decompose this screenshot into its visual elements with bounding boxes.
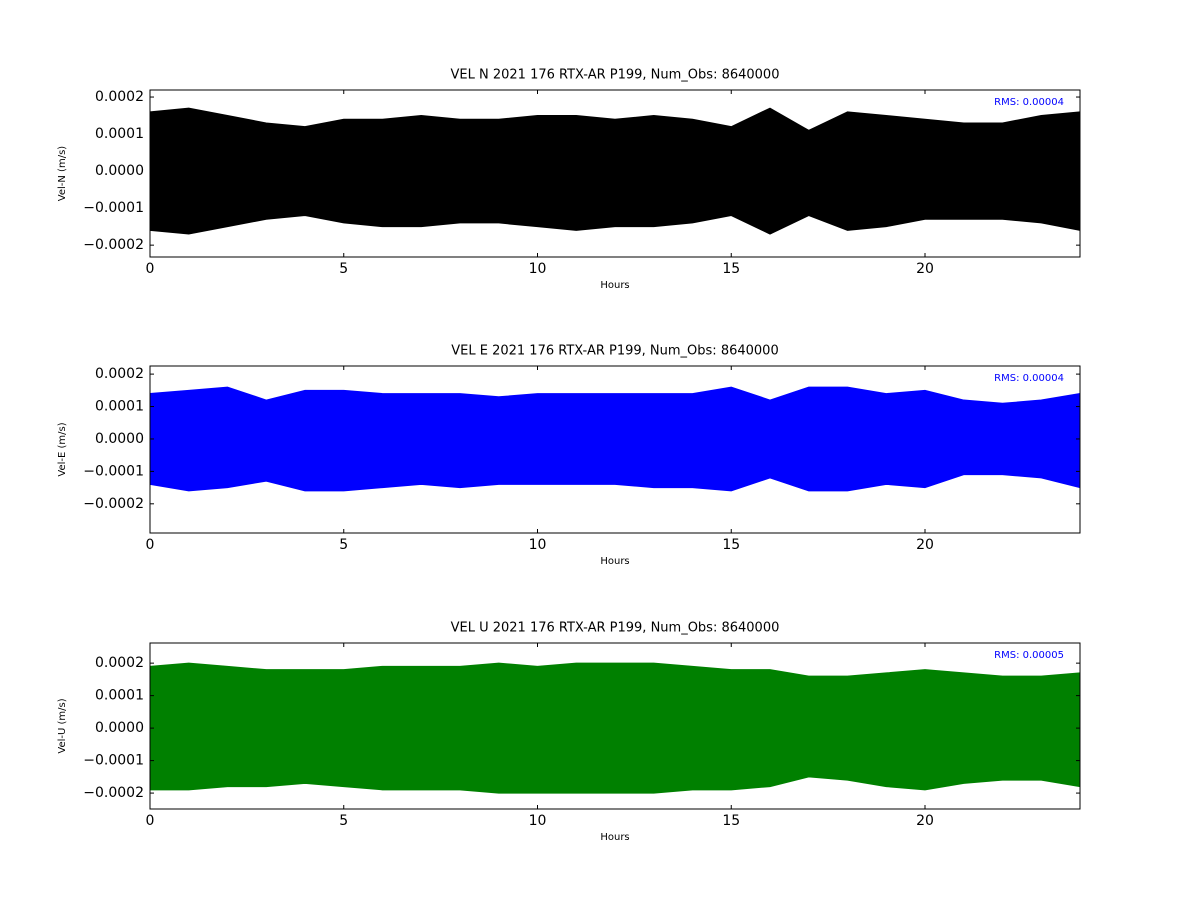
y-tick-label: −0.0002 bbox=[83, 496, 144, 512]
x-tick-label: 0 bbox=[146, 813, 155, 829]
y-tick-label: −0.0001 bbox=[83, 753, 144, 769]
x-axis-label: Hours bbox=[600, 556, 629, 567]
y-tick-label: −0.0001 bbox=[83, 200, 144, 216]
plot-area bbox=[150, 662, 1080, 794]
y-tick-label: −0.0002 bbox=[83, 785, 144, 801]
chart-title: VEL N 2021 176 RTX-AR P199, Num_Obs: 864… bbox=[451, 68, 780, 83]
y-tick-label: 0.0001 bbox=[95, 126, 144, 142]
y-tick-label: 0.0000 bbox=[95, 431, 144, 447]
chart-title: VEL E 2021 176 RTX-AR P199, Num_Obs: 864… bbox=[451, 344, 778, 359]
envelope-upper bbox=[150, 107, 1080, 172]
y-axis-label: Vel-N (m/s) bbox=[57, 146, 68, 201]
y-tick-label: 0.0002 bbox=[95, 655, 144, 671]
y-tick-label: 0.0001 bbox=[95, 688, 144, 704]
x-axis-label: Hours bbox=[600, 832, 629, 843]
annotation: RMS: 0.00005 bbox=[994, 650, 1064, 661]
x-tick-label: 20 bbox=[916, 537, 934, 553]
envelope-upper bbox=[150, 662, 1080, 729]
x-tick-label: 0 bbox=[146, 261, 155, 277]
y-axis-label: Vel-U (m/s) bbox=[57, 698, 68, 753]
axes-frame bbox=[149, 89, 1081, 258]
envelope-upper bbox=[150, 386, 1080, 440]
x-tick-label: 15 bbox=[722, 261, 740, 277]
y-axis-label: Vel-E (m/s) bbox=[57, 422, 68, 476]
x-tick-label: 5 bbox=[339, 813, 348, 829]
axes-frame bbox=[149, 365, 1081, 534]
x-tick-label: 15 bbox=[722, 537, 740, 553]
y-tick-label: 0.0000 bbox=[95, 720, 144, 736]
axes-frame bbox=[149, 642, 1081, 810]
envelope-lower bbox=[150, 438, 1080, 492]
x-axis-label: Hours bbox=[600, 280, 629, 291]
x-tick-label: 5 bbox=[339, 537, 348, 553]
x-tick-label: 5 bbox=[339, 261, 348, 277]
annotation: RMS: 0.00004 bbox=[994, 97, 1064, 108]
x-tick-label: 15 bbox=[722, 813, 740, 829]
y-tick-label: 0.0001 bbox=[95, 399, 144, 415]
annotation: RMS: 0.00004 bbox=[994, 373, 1064, 384]
x-tick-label: 20 bbox=[916, 261, 934, 277]
y-tick-label: 0.0002 bbox=[95, 366, 144, 382]
chart-title: VEL U 2021 176 RTX-AR P199, Num_Obs: 864… bbox=[451, 621, 780, 636]
y-tick-label: −0.0001 bbox=[83, 463, 144, 479]
x-tick-label: 0 bbox=[146, 537, 155, 553]
envelope-lower bbox=[150, 170, 1080, 235]
y-tick-label: −0.0002 bbox=[83, 237, 144, 253]
plot-area bbox=[150, 107, 1080, 235]
envelope-lower bbox=[150, 727, 1080, 794]
x-tick-label: 10 bbox=[529, 813, 547, 829]
x-tick-label: 20 bbox=[916, 813, 934, 829]
x-tick-label: 10 bbox=[529, 537, 547, 553]
x-tick-label: 10 bbox=[529, 261, 547, 277]
y-tick-label: 0.0000 bbox=[95, 163, 144, 179]
y-tick-label: 0.0002 bbox=[95, 89, 144, 105]
plot-area bbox=[150, 386, 1080, 492]
